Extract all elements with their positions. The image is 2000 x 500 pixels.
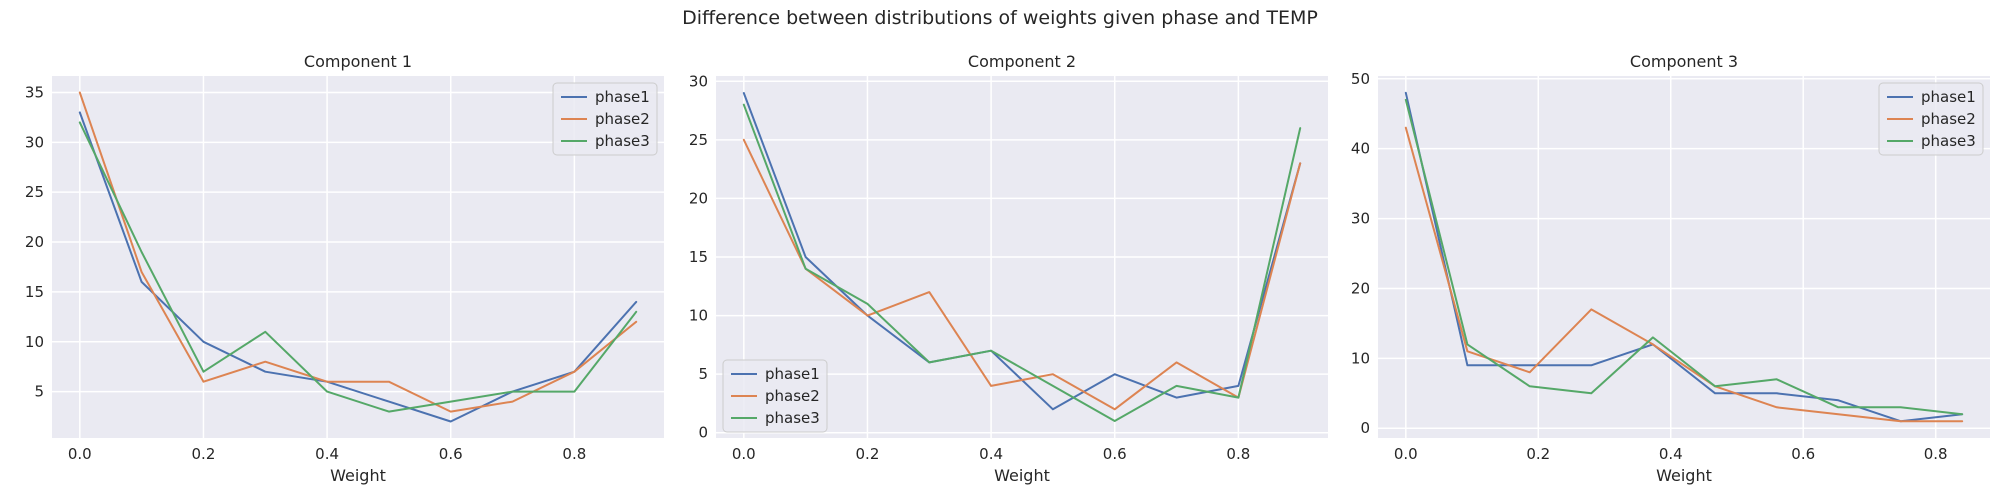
figure-title: Difference between distributions of weig… [682, 7, 1318, 29]
y-tick-label: 10 [1351, 349, 1370, 367]
x-tick-label: 0.6 [439, 445, 463, 463]
panel-title: Component 2 [968, 52, 1076, 71]
chart-panel-3: 0.0 0.2 0.4 0.6 0.8 0 10 20 30 40 50 Component 3 Wei… [1351, 52, 1990, 485]
legend-label: phase1 [765, 365, 820, 383]
x-tick-label: 0.8 [562, 445, 586, 463]
legend-label: phase3 [765, 409, 820, 427]
x-tick-label: 0.2 [192, 445, 216, 463]
x-tick-label: 0.8 [1924, 445, 1948, 463]
series-line-phase3 [78, 121, 638, 413]
legend-label: phase3 [1921, 132, 1976, 150]
x-tick-label: 0.0 [732, 445, 756, 463]
y-tick-label: 40 [1351, 140, 1370, 158]
y-tick-label: 10 [689, 307, 708, 325]
y-tick-label: 25 [689, 131, 708, 149]
x-axis-label: Weight [330, 466, 386, 485]
series-line-phase2 [1404, 126, 1964, 423]
x-axis-label: Weight [994, 466, 1050, 485]
x-tick-label: 0.0 [1394, 445, 1418, 463]
y-tick-label: 50 [1351, 70, 1370, 88]
x-tick-label: 0.2 [1526, 445, 1550, 463]
x-tick-label: 0.4 [979, 445, 1003, 463]
chart-panel-2: 0.0 0.2 0.4 0.6 0.8 0 5 10 15 20 25 30 Component 2 We… [689, 52, 1328, 485]
y-tick-label: 25 [25, 183, 44, 201]
x-tick-label: 0.4 [1659, 445, 1683, 463]
y-tick-label: 0 [698, 424, 708, 442]
y-tick-label: 20 [25, 233, 44, 251]
x-tick-label: 0.4 [315, 445, 339, 463]
x-tick-label: 0.6 [1103, 445, 1127, 463]
legend-label: phase2 [1921, 110, 1976, 128]
x-axis-label: Weight [1656, 466, 1712, 485]
panel-title: Component 1 [304, 52, 412, 71]
y-tick-label: 10 [25, 333, 44, 351]
series-line-phase3 [1404, 98, 1964, 416]
y-tick-label: 20 [689, 189, 708, 207]
y-tick-label: 5 [698, 365, 708, 383]
legend-frame [1878, 82, 1984, 156]
legend-label: phase1 [595, 88, 650, 106]
legend-frame [722, 359, 828, 433]
legend-frame [552, 82, 658, 156]
y-tick-label: 5 [34, 383, 44, 401]
y-tick-label: 15 [25, 283, 44, 301]
y-tick-label: 20 [1351, 279, 1370, 297]
y-tick-label: 30 [25, 133, 44, 151]
legend: phase1 phase2 phase3 [552, 82, 658, 156]
legend-label: phase1 [1921, 88, 1976, 106]
legend-label: phase3 [595, 132, 650, 150]
x-tick-label: 0.8 [1226, 445, 1250, 463]
x-tick-label: 0.6 [1791, 445, 1815, 463]
series-line-phase2 [78, 91, 638, 413]
y-tick-label: 0 [1360, 419, 1370, 437]
y-tick-label: 35 [25, 83, 44, 101]
y-tick-label: 30 [1351, 210, 1370, 228]
series-line-phase2 [742, 138, 1302, 411]
legend: phase1 phase2 phase3 [1878, 82, 1984, 156]
panel-title: Component 3 [1630, 52, 1738, 71]
legend-label: phase2 [765, 387, 820, 405]
x-tick-label: 0.2 [856, 445, 880, 463]
chart-panel-1: 0.0 0.2 0.4 0.6 0.8 5 10 15 20 25 30 35 Component 1 W… [25, 52, 664, 485]
y-tick-label: 30 [689, 72, 708, 90]
x-tick-label: 0.0 [68, 445, 92, 463]
legend: phase1 phase2 phase3 [722, 359, 828, 433]
legend-label: phase2 [595, 110, 650, 128]
series-line-phase3 [742, 103, 1302, 422]
y-tick-label: 15 [689, 248, 708, 266]
